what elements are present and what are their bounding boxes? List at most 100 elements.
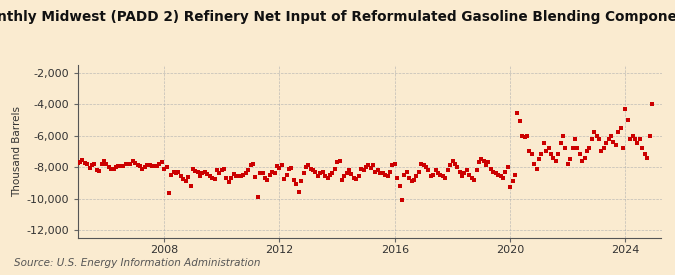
Point: [288, 177, 299, 182]
Point: [363, 163, 374, 168]
Point: [522, 133, 533, 138]
Point: [353, 174, 364, 178]
Point: [411, 174, 422, 179]
Point: [625, 136, 636, 141]
Point: [325, 173, 335, 177]
Point: [589, 130, 599, 134]
Point: [149, 164, 160, 168]
Point: [531, 166, 542, 171]
Point: [428, 173, 439, 177]
Point: [360, 165, 371, 169]
Point: [632, 141, 643, 145]
Point: [370, 169, 381, 174]
Point: [334, 158, 345, 163]
Point: [115, 164, 126, 169]
Point: [259, 176, 270, 180]
Point: [250, 175, 261, 180]
Point: [188, 166, 198, 171]
Point: [192, 170, 203, 175]
Point: [139, 164, 150, 169]
Point: [86, 163, 97, 167]
Point: [77, 158, 88, 162]
Point: [399, 173, 410, 177]
Point: [421, 165, 431, 169]
Point: [217, 168, 227, 172]
Point: [584, 146, 595, 150]
Point: [637, 146, 648, 150]
Point: [315, 171, 325, 175]
Point: [82, 162, 92, 167]
Point: [642, 155, 653, 160]
Point: [397, 198, 408, 202]
Point: [346, 172, 357, 176]
Point: [271, 164, 282, 168]
Point: [634, 136, 645, 141]
Point: [582, 149, 593, 153]
Point: [205, 174, 215, 178]
Point: [200, 169, 211, 174]
Point: [274, 166, 285, 170]
Point: [608, 140, 619, 144]
Point: [579, 155, 590, 160]
Point: [313, 174, 323, 179]
Point: [291, 182, 302, 186]
Point: [548, 155, 559, 160]
Point: [211, 168, 222, 172]
Point: [618, 146, 628, 150]
Point: [473, 160, 484, 164]
Point: [75, 160, 86, 164]
Point: [151, 164, 162, 168]
Point: [644, 133, 655, 138]
Point: [493, 173, 504, 177]
Point: [556, 141, 566, 145]
Point: [89, 162, 100, 167]
Point: [113, 164, 124, 169]
Point: [202, 172, 213, 176]
Point: [269, 170, 280, 175]
Point: [365, 166, 376, 170]
Point: [459, 171, 470, 175]
Point: [536, 152, 547, 156]
Point: [456, 174, 467, 179]
Point: [526, 152, 537, 156]
Point: [178, 177, 189, 181]
Point: [479, 158, 489, 163]
Point: [462, 168, 472, 172]
Point: [262, 177, 273, 182]
Point: [221, 176, 232, 180]
Point: [594, 136, 605, 141]
Point: [214, 170, 225, 175]
Point: [620, 106, 631, 111]
Point: [252, 195, 263, 199]
Point: [238, 173, 249, 177]
Point: [545, 152, 556, 156]
Point: [146, 164, 157, 168]
Point: [380, 173, 391, 177]
Point: [572, 146, 583, 150]
Point: [497, 176, 508, 180]
Point: [519, 135, 530, 139]
Point: [171, 171, 182, 175]
Point: [471, 168, 482, 172]
Point: [219, 166, 230, 171]
Point: [233, 174, 244, 179]
Point: [502, 165, 513, 169]
Point: [176, 174, 186, 179]
Point: [281, 173, 292, 177]
Point: [476, 157, 487, 161]
Point: [387, 163, 398, 168]
Point: [99, 159, 109, 163]
Point: [80, 161, 90, 165]
Point: [437, 174, 448, 179]
Point: [111, 165, 122, 169]
Point: [310, 169, 321, 174]
Point: [414, 169, 425, 174]
Point: [231, 174, 242, 178]
Point: [464, 173, 475, 177]
Point: [125, 162, 136, 166]
Point: [144, 163, 155, 167]
Point: [123, 162, 134, 166]
Point: [97, 162, 107, 166]
Point: [277, 163, 288, 167]
Point: [305, 166, 316, 171]
